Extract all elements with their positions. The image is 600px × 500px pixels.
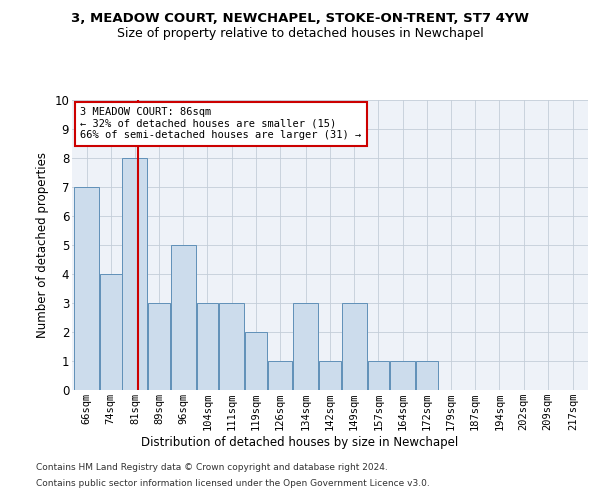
- Bar: [390, 361, 415, 390]
- Bar: [342, 303, 367, 390]
- Bar: [319, 361, 341, 390]
- Text: Distribution of detached houses by size in Newchapel: Distribution of detached houses by size …: [142, 436, 458, 449]
- Text: Size of property relative to detached houses in Newchapel: Size of property relative to detached ho…: [116, 28, 484, 40]
- Bar: [148, 303, 170, 390]
- Bar: [100, 274, 122, 390]
- Bar: [245, 332, 266, 390]
- Bar: [219, 303, 244, 390]
- Bar: [268, 361, 292, 390]
- Text: 3 MEADOW COURT: 86sqm
← 32% of detached houses are smaller (15)
66% of semi-deta: 3 MEADOW COURT: 86sqm ← 32% of detached …: [80, 108, 361, 140]
- Bar: [74, 187, 99, 390]
- Bar: [293, 303, 318, 390]
- Bar: [416, 361, 437, 390]
- Text: Contains public sector information licensed under the Open Government Licence v3: Contains public sector information licen…: [36, 478, 430, 488]
- Text: Contains HM Land Registry data © Crown copyright and database right 2024.: Contains HM Land Registry data © Crown c…: [36, 464, 388, 472]
- Bar: [171, 245, 196, 390]
- Bar: [368, 361, 389, 390]
- Bar: [122, 158, 148, 390]
- Bar: [197, 303, 218, 390]
- Text: 3, MEADOW COURT, NEWCHAPEL, STOKE-ON-TRENT, ST7 4YW: 3, MEADOW COURT, NEWCHAPEL, STOKE-ON-TRE…: [71, 12, 529, 26]
- Y-axis label: Number of detached properties: Number of detached properties: [36, 152, 49, 338]
